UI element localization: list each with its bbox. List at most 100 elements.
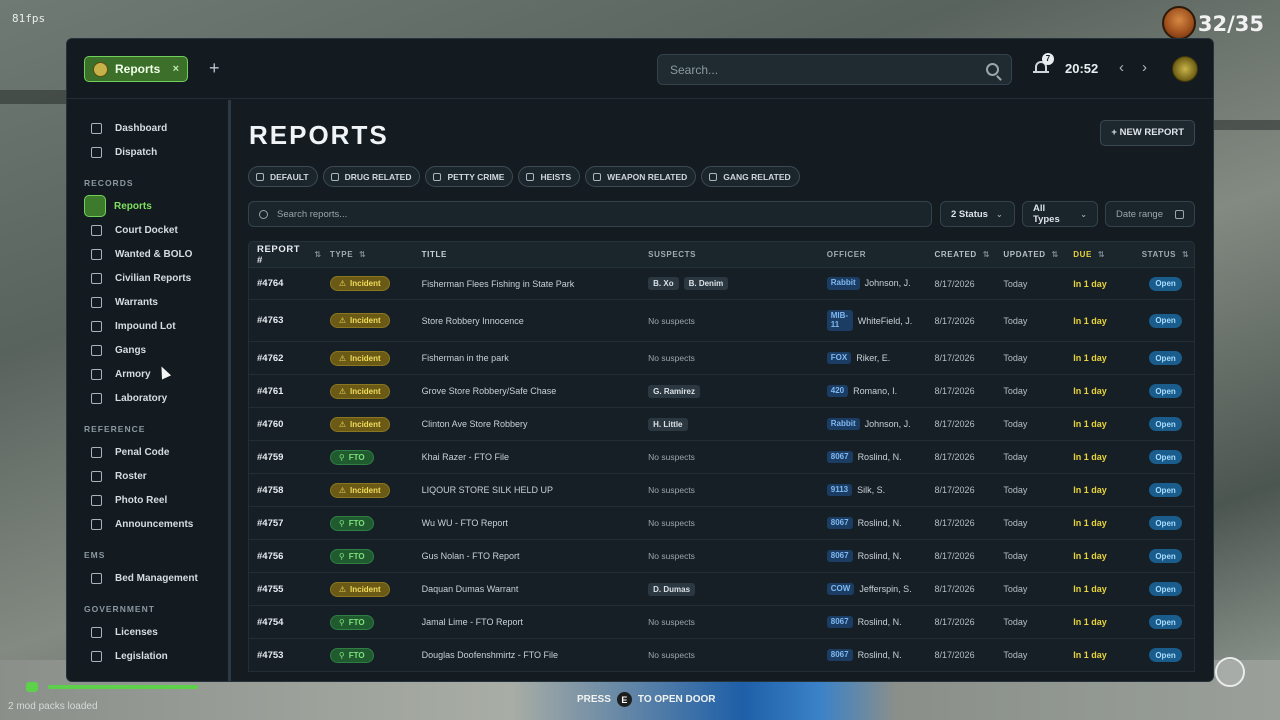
sidebar-item-laboratory[interactable]: Laboratory: [67, 386, 228, 410]
sidebar-item-warrants[interactable]: Warrants: [67, 290, 228, 314]
type-label: FTO: [348, 518, 365, 528]
column-header-report[interactable]: REPORT # ⇅: [249, 244, 322, 266]
sidebar-item-reports[interactable]: Reports: [84, 194, 214, 218]
close-icon[interactable]: ×: [172, 63, 179, 75]
sidebar-item-civilian-reports[interactable]: Civilian Reports: [67, 266, 228, 290]
report-title: LIQOUR STORE SILK HELD UP: [421, 485, 554, 495]
column-header-created[interactable]: CREATED ⇅: [927, 250, 996, 259]
sidebar-item-impound-lot[interactable]: Impound Lot: [67, 314, 228, 338]
column-header-type[interactable]: TYPE ⇅: [322, 250, 414, 259]
status-cell: Open: [1129, 648, 1194, 662]
table-row[interactable]: #4759 ⚲ FTO Khai Razer - FTO File No suspect…: [248, 441, 1195, 474]
tag-label: GANG RELATED: [723, 171, 791, 182]
officer-callsign: 420: [826, 384, 849, 398]
table-row[interactable]: #4757 ⚲ FTO Wu WU - FTO Report No suspects 80…: [248, 507, 1195, 540]
status-cell: Open: [1129, 450, 1194, 464]
table-row[interactable]: #4755 ⚠ Incident Daquan Dumas Warrant D. Dum…: [248, 573, 1195, 606]
warning-icon: ⚠: [338, 316, 347, 325]
sort-icon: ⇅: [359, 250, 367, 259]
column-header-label: SUSPECTS: [648, 250, 697, 259]
officer-name: Roslind, N.: [857, 616, 902, 627]
status-badge: Open: [1149, 582, 1182, 596]
bell-icon[interactable]: 7: [1033, 53, 1054, 77]
table-row[interactable]: #4754 ⚲ FTO Jamal Lime - FTO Report No suspe…: [248, 606, 1195, 639]
trainee-icon: ⚲: [338, 518, 345, 528]
sidebar-item-wanted-bolo[interactable]: Wanted & BOLO: [67, 242, 228, 266]
column-header-updated[interactable]: UPDATED ⇅: [995, 250, 1065, 259]
suspect-chip[interactable]: B. Xo: [648, 277, 679, 290]
sidebar-item-dispatch[interactable]: Dispatch: [67, 140, 228, 164]
table-row[interactable]: #4764 ⚠ Incident Fisherman Flees Fishing in…: [248, 268, 1195, 300]
lock-icon: [526, 172, 535, 181]
officer-name: Roslind, N.: [857, 451, 902, 462]
type-label: FTO: [348, 617, 365, 627]
tag-default[interactable]: DEFAULT: [248, 166, 318, 187]
sidebar-section-title: EMS: [84, 550, 106, 560]
sidebar-item-bed-management[interactable]: Bed Management: [67, 566, 228, 590]
sidebar-item-licenses[interactable]: Licenses: [67, 620, 228, 644]
global-search-input[interactable]: Search...: [657, 54, 1012, 85]
type-badge: ⚠ Incident: [329, 350, 390, 366]
hud-circle-icon: [1215, 657, 1245, 687]
suspects-cell: H. Little: [640, 417, 819, 431]
due-date: In 1 day: [1073, 617, 1107, 627]
created-date: 8/17/2026: [934, 551, 975, 561]
status-badge: Open: [1149, 615, 1182, 629]
table-row[interactable]: #4758 ⚠ Incident LIQOUR STORE SILK HELD UP N…: [248, 474, 1195, 507]
tag-heists[interactable]: HEISTS: [518, 166, 581, 187]
due-date: In 1 day: [1073, 353, 1107, 363]
officer-cell: 9113 Silk, S.: [819, 483, 927, 497]
report-title: Grove Store Robbery/Safe Chase: [421, 386, 557, 396]
due-date: In 1 day: [1073, 419, 1107, 429]
no-suspects-text: No suspects: [648, 452, 695, 462]
add-tab-button[interactable]: +: [209, 58, 220, 78]
tag-weapon-related[interactable]: WEAPON RELATED: [585, 166, 697, 187]
sidebar-item-roster[interactable]: Roster: [67, 464, 228, 488]
sidebar-item-announcements[interactable]: Announcements: [67, 512, 228, 536]
suspect-chip[interactable]: B. Denim: [683, 277, 729, 290]
table-row[interactable]: #4761 ⚠ Incident Grove Store Robbery/Safe C…: [248, 375, 1195, 408]
suspect-chip[interactable]: H. Little: [648, 417, 688, 431]
table-row[interactable]: #4753 ⚲ FTO Douglas Doofenshmirtz - FTO Fil…: [248, 639, 1195, 672]
report-search-input[interactable]: Search reports...: [248, 201, 932, 227]
due-date: In 1 day: [1073, 650, 1107, 660]
suspect-chip[interactable]: G. Ramirez: [648, 384, 700, 398]
type-filter-select[interactable]: All Types ⌄: [1022, 201, 1098, 227]
updated-date: Today: [1003, 386, 1028, 396]
sidebar-item-photo-reel[interactable]: Photo Reel: [67, 488, 228, 512]
sidebar-item-legislation[interactable]: Legislation: [67, 644, 228, 668]
column-header-status[interactable]: STATUS ⇅: [1129, 250, 1194, 259]
type-badge: ⚲ FTO: [329, 515, 374, 531]
table-row[interactable]: #4762 ⚠ Incident Fisherman in the park No su…: [248, 342, 1195, 375]
no-suspects-text: No suspects: [648, 353, 695, 363]
officer-name: Johnson, J.: [864, 418, 911, 429]
sidebar-item-penal-code[interactable]: Penal Code: [67, 440, 228, 464]
tab-reports[interactable]: Reports ×: [84, 56, 188, 82]
suspects-cell: No suspects: [640, 316, 819, 326]
sidebar-item-dashboard[interactable]: Dashboard: [67, 116, 228, 140]
suspect-chip[interactable]: D. Dumas: [648, 582, 696, 596]
table-row[interactable]: #4760 ⚠ Incident Clinton Ave Store Robbery H…: [248, 408, 1195, 441]
status-filter-select[interactable]: 2 Status ⌄: [940, 201, 1015, 227]
category-tags: DEFAULT DRUG RELATED PETTY CRIME HEISTS WEAP…: [248, 166, 800, 187]
table-row[interactable]: #4756 ⚲ FTO Gus Nolan - FTO Report No suspec…: [248, 540, 1195, 573]
chevron-right-icon[interactable]: ›: [1142, 59, 1147, 76]
tag-gang-related[interactable]: GANG RELATED: [701, 166, 800, 187]
officer-callsign: Rabbit: [826, 417, 860, 431]
chevron-left-icon[interactable]: ‹: [1119, 59, 1124, 76]
sidebar-item-gangs[interactable]: Gangs: [67, 338, 228, 362]
sidebar-item-label: Photo Reel: [115, 494, 168, 506]
tag-petty-crime[interactable]: PETTY CRIME: [425, 166, 514, 187]
column-header-due[interactable]: DUE ⇅: [1065, 250, 1129, 259]
created-date: 8/17/2026: [934, 650, 975, 660]
user-avatar[interactable]: [1172, 56, 1198, 82]
sidebar-item-court-docket[interactable]: Court Docket: [67, 218, 228, 242]
sidebar-item-armory[interactable]: Armory: [67, 362, 228, 386]
report-title: Daquan Dumas Warrant: [421, 584, 519, 594]
officer-name: Roslind, N.: [857, 649, 902, 660]
table-row[interactable]: #4763 ⚠ Incident Store Robbery Innocence No …: [248, 300, 1195, 342]
new-report-button[interactable]: + NEW REPORT: [1100, 120, 1195, 146]
date-range-picker[interactable]: Date range: [1105, 201, 1195, 227]
tag-drug-related[interactable]: DRUG RELATED: [322, 166, 421, 187]
wanted-icon: [91, 248, 102, 260]
